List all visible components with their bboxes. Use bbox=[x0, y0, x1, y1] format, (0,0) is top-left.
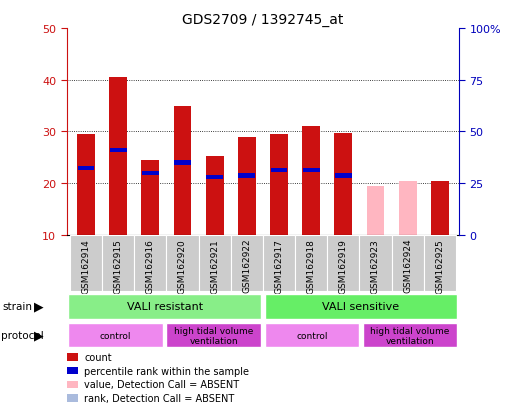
Bar bbox=[327, 235, 360, 291]
Bar bbox=[68, 294, 261, 319]
Text: high tidal volume
ventilation: high tidal volume ventilation bbox=[174, 326, 253, 345]
Text: control: control bbox=[296, 331, 328, 340]
Text: GSM162925: GSM162925 bbox=[436, 238, 444, 293]
Text: strain: strain bbox=[3, 301, 32, 312]
Bar bbox=[77, 166, 94, 170]
Bar bbox=[173, 106, 191, 235]
Text: GSM162916: GSM162916 bbox=[146, 238, 155, 293]
Bar bbox=[102, 235, 134, 291]
Bar bbox=[302, 127, 320, 235]
Bar bbox=[166, 235, 199, 291]
Text: ▶: ▶ bbox=[34, 329, 43, 342]
Bar bbox=[70, 235, 102, 291]
Text: GSM162924: GSM162924 bbox=[403, 238, 412, 293]
Bar bbox=[174, 161, 191, 165]
Text: rank, Detection Call = ABSENT: rank, Detection Call = ABSENT bbox=[84, 393, 234, 403]
Bar bbox=[206, 157, 224, 235]
Bar bbox=[391, 235, 424, 291]
Text: count: count bbox=[84, 352, 112, 362]
Bar bbox=[238, 137, 255, 235]
Bar bbox=[303, 169, 320, 173]
Text: high tidal volume
ventilation: high tidal volume ventilation bbox=[370, 326, 450, 345]
Bar bbox=[206, 176, 223, 180]
Bar bbox=[270, 135, 288, 235]
Text: GSM162918: GSM162918 bbox=[307, 238, 315, 293]
Text: GSM162920: GSM162920 bbox=[178, 238, 187, 293]
Text: value, Detection Call = ABSENT: value, Detection Call = ABSENT bbox=[84, 380, 239, 389]
Text: protocol: protocol bbox=[1, 330, 43, 341]
Text: GSM162923: GSM162923 bbox=[371, 238, 380, 293]
Text: control: control bbox=[100, 331, 131, 340]
Bar bbox=[363, 323, 458, 348]
Bar bbox=[110, 148, 127, 152]
Text: GSM162914: GSM162914 bbox=[82, 238, 90, 293]
Bar bbox=[109, 78, 127, 235]
Bar bbox=[431, 181, 449, 235]
Bar bbox=[270, 169, 287, 173]
Text: GSM162917: GSM162917 bbox=[274, 238, 284, 293]
Bar bbox=[166, 323, 261, 348]
Bar bbox=[265, 294, 458, 319]
Bar bbox=[142, 161, 159, 235]
Bar bbox=[263, 235, 295, 291]
Bar bbox=[424, 235, 456, 291]
Bar bbox=[295, 235, 327, 291]
Bar bbox=[68, 323, 163, 348]
Text: percentile rank within the sample: percentile rank within the sample bbox=[84, 366, 249, 376]
Bar bbox=[334, 134, 352, 235]
Bar bbox=[367, 186, 384, 235]
Text: GSM162915: GSM162915 bbox=[114, 238, 123, 293]
Bar bbox=[199, 235, 231, 291]
Bar bbox=[134, 235, 166, 291]
Bar bbox=[265, 323, 360, 348]
Text: GSM162919: GSM162919 bbox=[339, 238, 348, 293]
Text: GSM162922: GSM162922 bbox=[242, 238, 251, 293]
Bar bbox=[77, 135, 95, 235]
Bar bbox=[142, 171, 159, 176]
Bar bbox=[239, 174, 255, 178]
Bar bbox=[335, 174, 352, 178]
Bar bbox=[231, 235, 263, 291]
Text: VALI resistant: VALI resistant bbox=[127, 301, 203, 312]
Text: ▶: ▶ bbox=[34, 300, 43, 313]
Bar bbox=[399, 181, 417, 235]
Text: GSM162921: GSM162921 bbox=[210, 238, 219, 293]
Bar bbox=[360, 235, 391, 291]
Text: VALI sensitive: VALI sensitive bbox=[323, 301, 400, 312]
Title: GDS2709 / 1392745_at: GDS2709 / 1392745_at bbox=[182, 12, 344, 26]
